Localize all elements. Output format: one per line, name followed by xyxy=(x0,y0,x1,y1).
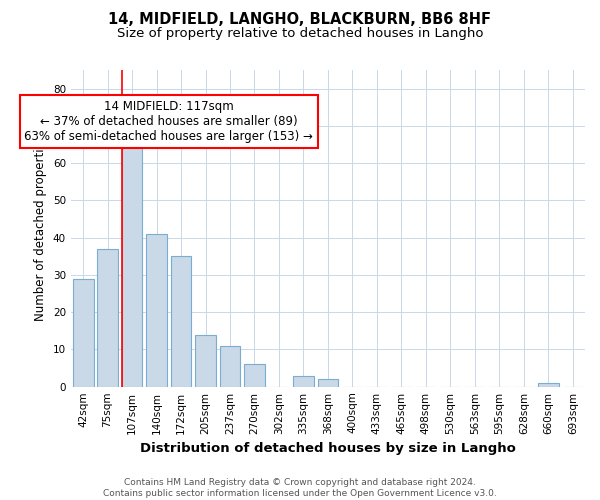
Text: Contains HM Land Registry data © Crown copyright and database right 2024.
Contai: Contains HM Land Registry data © Crown c… xyxy=(103,478,497,498)
Bar xyxy=(538,383,559,386)
X-axis label: Distribution of detached houses by size in Langho: Distribution of detached houses by size … xyxy=(140,442,516,455)
Text: 14 MIDFIELD: 117sqm
← 37% of detached houses are smaller (89)
63% of semi-detach: 14 MIDFIELD: 117sqm ← 37% of detached ho… xyxy=(25,100,313,143)
Bar xyxy=(97,249,118,386)
Y-axis label: Number of detached properties: Number of detached properties xyxy=(34,136,47,322)
Bar xyxy=(293,376,314,386)
Bar xyxy=(170,256,191,386)
Bar xyxy=(195,334,216,386)
Bar xyxy=(146,234,167,386)
Text: 14, MIDFIELD, LANGHO, BLACKBURN, BB6 8HF: 14, MIDFIELD, LANGHO, BLACKBURN, BB6 8HF xyxy=(109,12,491,28)
Bar xyxy=(73,278,94,386)
Bar xyxy=(244,364,265,386)
Bar xyxy=(220,346,241,387)
Text: Size of property relative to detached houses in Langho: Size of property relative to detached ho… xyxy=(117,28,483,40)
Bar xyxy=(122,144,142,386)
Bar xyxy=(317,379,338,386)
